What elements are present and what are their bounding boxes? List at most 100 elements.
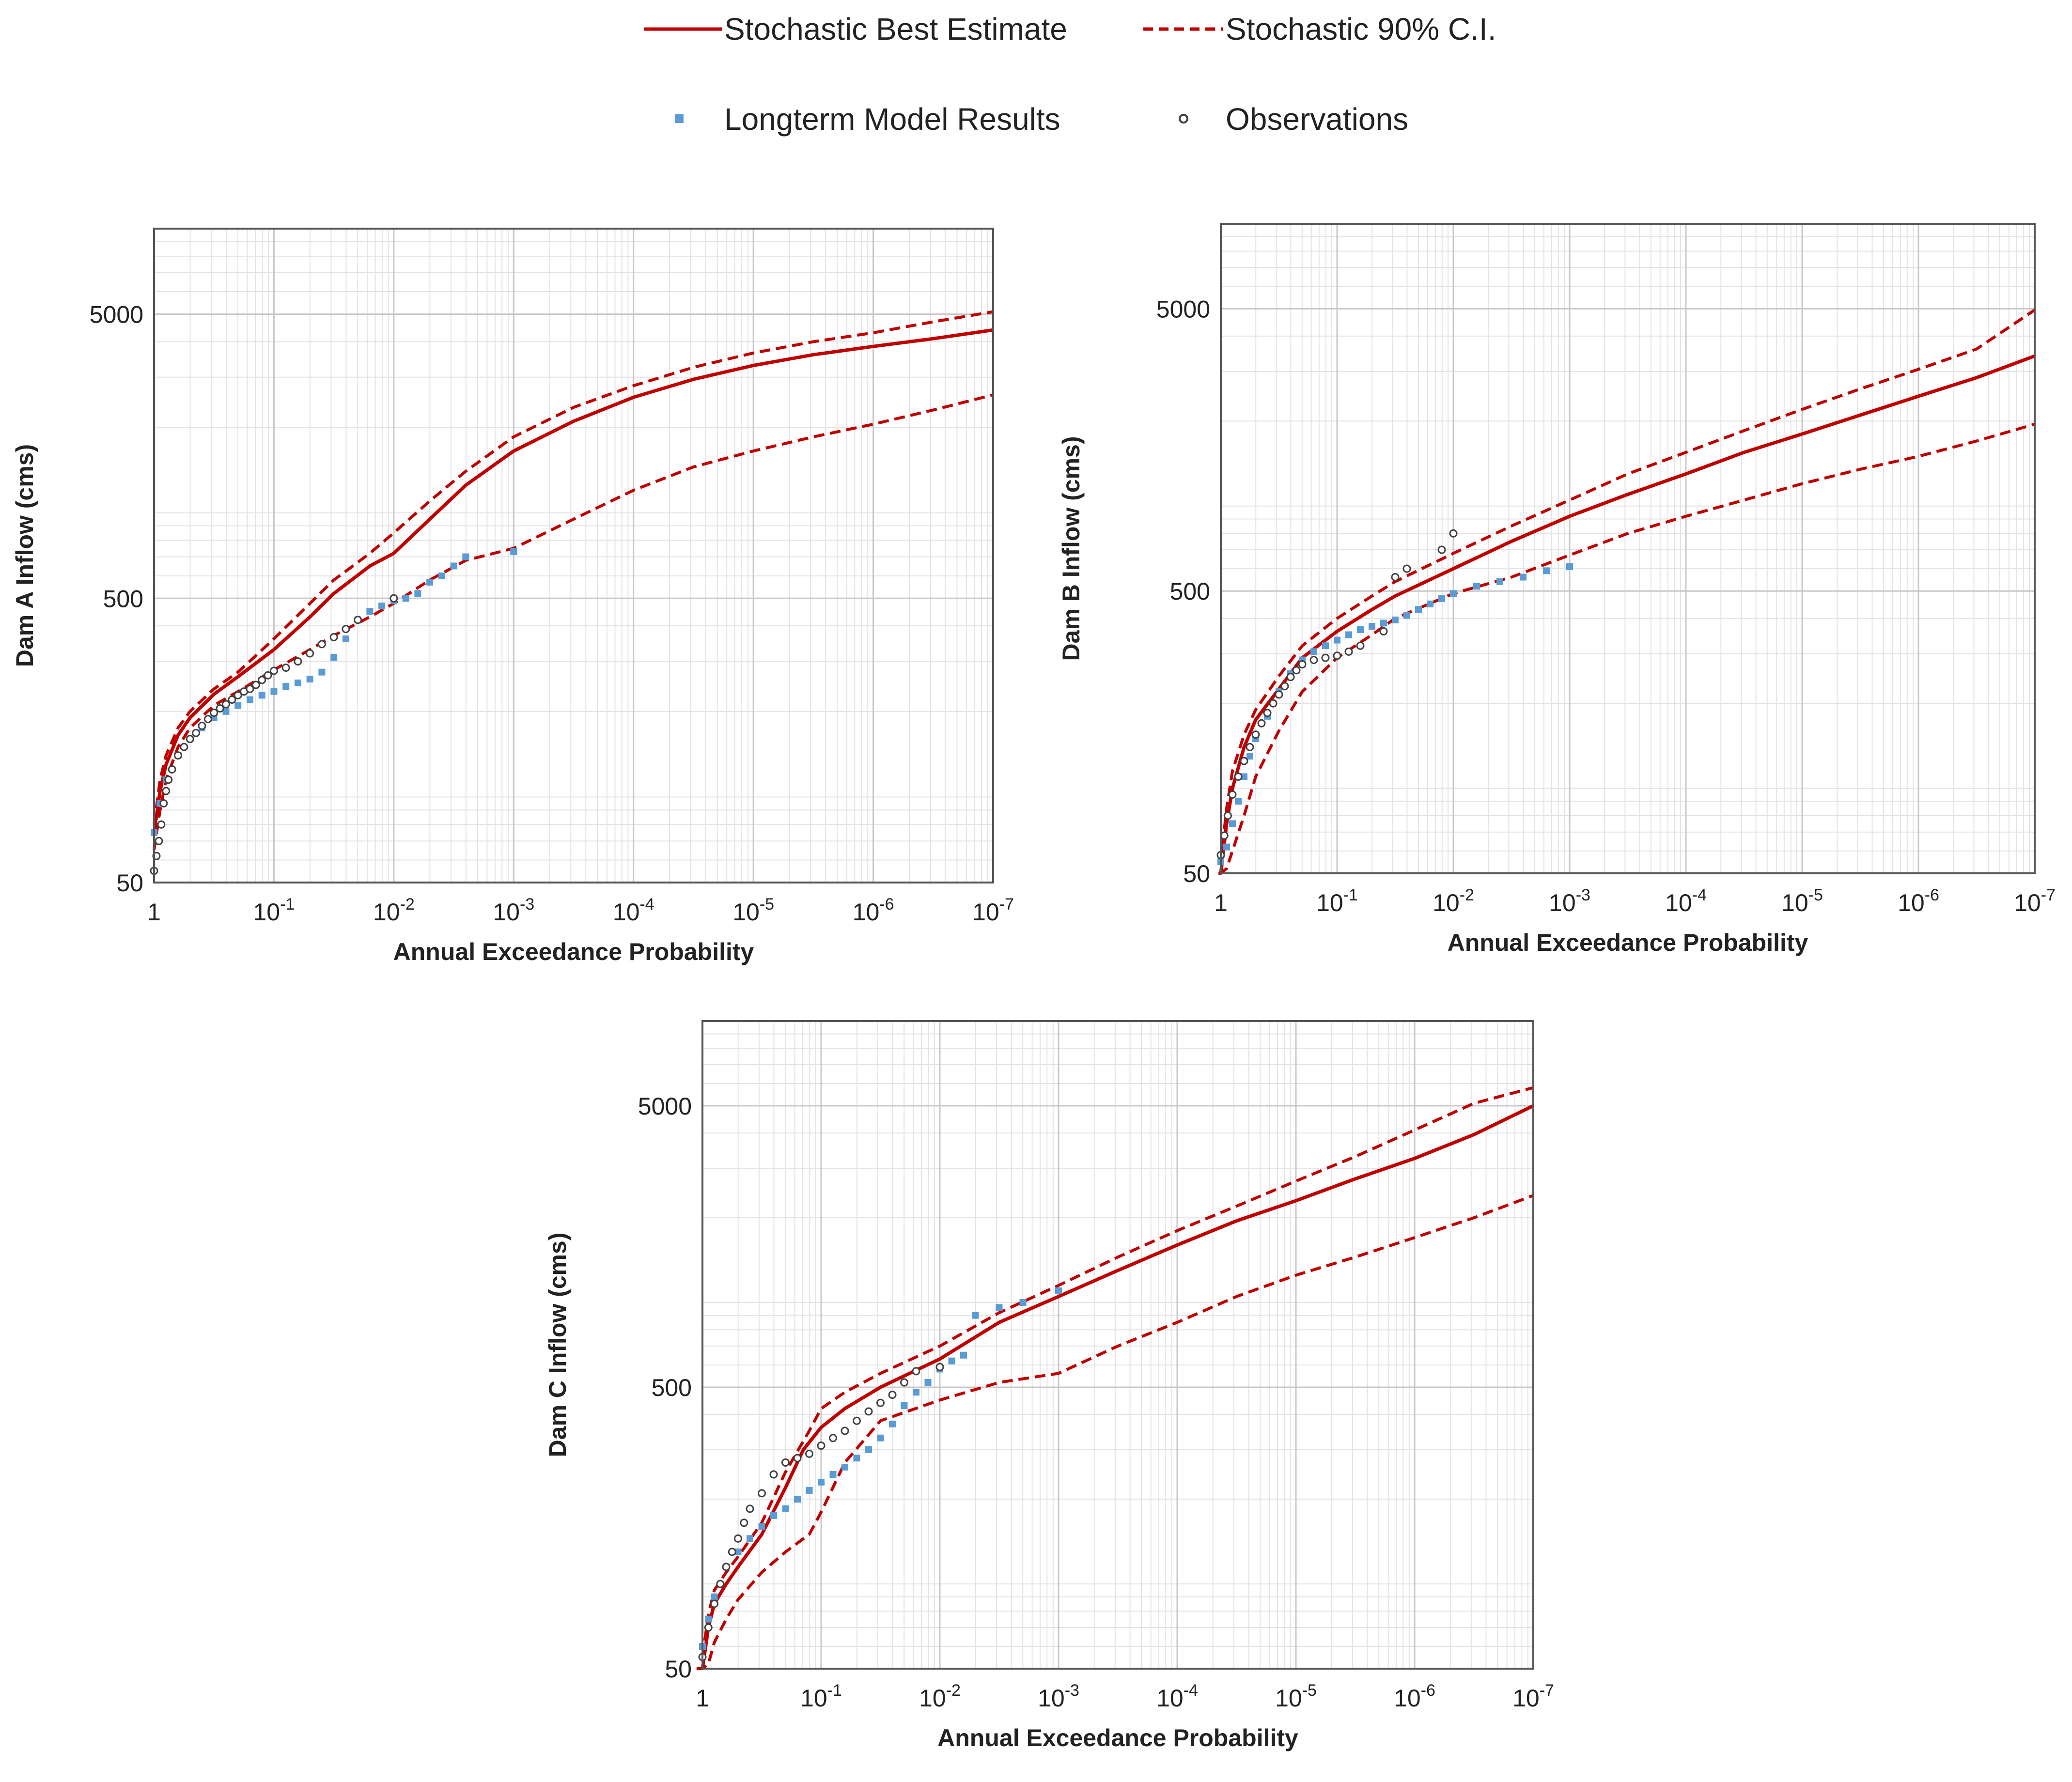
y-tick-label: 50 — [1183, 860, 1210, 887]
legend-label-best-estimate: Stochastic Best Estimate — [724, 12, 1067, 46]
model-result-point — [782, 1505, 789, 1512]
observation-point — [164, 775, 173, 784]
observation-point — [740, 1519, 748, 1527]
model-result-point — [330, 654, 338, 661]
y-tick-label: 500 — [103, 585, 143, 612]
legend-best-estimate: Stochastic Best Estimate — [644, 12, 1067, 46]
model-result-point — [246, 696, 253, 703]
model-results-series — [699, 1287, 1062, 1650]
model-result-point — [438, 572, 445, 579]
observation-point — [1402, 564, 1411, 573]
square-marker-icon — [675, 114, 684, 123]
model-result-point — [1310, 648, 1317, 655]
observation-point — [159, 799, 168, 807]
y-axis-title: Dam B Inflow (cms) — [1058, 436, 1085, 661]
model-result-point — [853, 1455, 860, 1462]
observation-point — [1220, 831, 1229, 840]
model-result-point — [426, 578, 434, 586]
model-result-point — [342, 635, 349, 643]
model-result-point — [1246, 753, 1253, 760]
model-result-point — [877, 1434, 884, 1441]
observation-point — [317, 640, 326, 649]
y-axis-title: Dam A Inflow (cms) — [11, 444, 38, 667]
observations-series — [150, 594, 398, 875]
model-result-point — [818, 1478, 825, 1486]
model-result-point — [829, 1471, 837, 1478]
observation-point — [221, 700, 230, 709]
model-result-point — [1019, 1299, 1027, 1306]
x-tick-label: 10-6 — [853, 895, 894, 926]
legend: Stochastic Best Estimate Stochastic 90% … — [644, 12, 1496, 137]
model-result-point — [1566, 563, 1573, 570]
best-estimate-line — [1219, 354, 2036, 874]
x-tick-label: 10-5 — [1781, 886, 1823, 916]
model-result-point — [294, 679, 301, 686]
model-result-point — [901, 1402, 908, 1410]
observation-point — [216, 704, 224, 713]
observation-point — [876, 1398, 885, 1407]
model-result-point — [1223, 843, 1230, 851]
observation-point — [722, 1563, 731, 1571]
model-result-point — [770, 1512, 777, 1519]
x-tick-label: 10-2 — [373, 895, 415, 926]
observation-point — [912, 1367, 920, 1376]
model-result-point — [234, 702, 242, 709]
y-tick-label: 50 — [116, 869, 143, 897]
observation-point — [157, 820, 166, 829]
observation-point — [234, 691, 242, 699]
gridlines — [154, 229, 993, 883]
plot-frame — [1220, 223, 2036, 874]
observation-point — [354, 616, 362, 624]
circle-marker-icon — [1179, 114, 1188, 124]
model-result-point — [1543, 567, 1550, 574]
x-tick-label: 10-6 — [1898, 886, 1939, 916]
observation-point — [281, 664, 290, 672]
model-result-point — [510, 548, 517, 555]
x-tick-label: 1 — [696, 1685, 709, 1712]
model-result-point — [1473, 583, 1480, 590]
observations-series — [698, 1363, 944, 1661]
observation-point — [1251, 730, 1260, 739]
y-tick-label: 500 — [1170, 578, 1210, 605]
observation-point — [269, 666, 278, 675]
model-result-point — [270, 688, 278, 695]
observation-point — [817, 1441, 826, 1450]
observation-point — [1437, 545, 1446, 554]
observation-point — [228, 695, 236, 704]
observation-point — [203, 715, 212, 724]
observation-point — [173, 751, 182, 760]
model-result-point — [747, 1535, 753, 1542]
observation-point — [258, 676, 266, 684]
model-result-point — [306, 675, 313, 682]
observation-point — [198, 721, 206, 730]
observation-point — [1246, 743, 1254, 751]
model-result-point — [1322, 642, 1329, 650]
legend-model-results: Longterm Model Results — [675, 102, 1060, 137]
model-result-point — [794, 1496, 801, 1503]
x-tick-label: 10-7 — [972, 895, 1014, 926]
model-result-point — [889, 1420, 896, 1427]
model-result-point — [1496, 578, 1503, 585]
model-result-point — [711, 1593, 718, 1600]
x-tick-label: 1 — [147, 899, 161, 926]
model-result-point — [1241, 773, 1247, 780]
observation-point — [1391, 573, 1400, 582]
model-result-point — [960, 1351, 967, 1359]
x-axis-title: Annual Exceedance Probability — [1448, 929, 1808, 956]
model-result-point — [1229, 820, 1236, 827]
model-result-point — [1415, 606, 1422, 613]
gridlines — [1221, 224, 2035, 874]
plot-frame — [153, 228, 994, 883]
model-result-point — [734, 1548, 742, 1555]
legend-observations: Observations — [1179, 102, 1408, 137]
model-result-point — [841, 1463, 848, 1471]
observation-point — [1309, 655, 1318, 664]
model-result-point — [1438, 595, 1445, 602]
observation-point — [1298, 660, 1307, 669]
y-tick-label: 5000 — [90, 301, 143, 328]
observation-point — [306, 649, 314, 658]
observation-point — [805, 1449, 813, 1458]
legend-label-model-results: Longterm Model Results — [724, 102, 1060, 137]
observation-point — [1379, 627, 1388, 635]
x-tick-label: 10-2 — [919, 1681, 961, 1712]
